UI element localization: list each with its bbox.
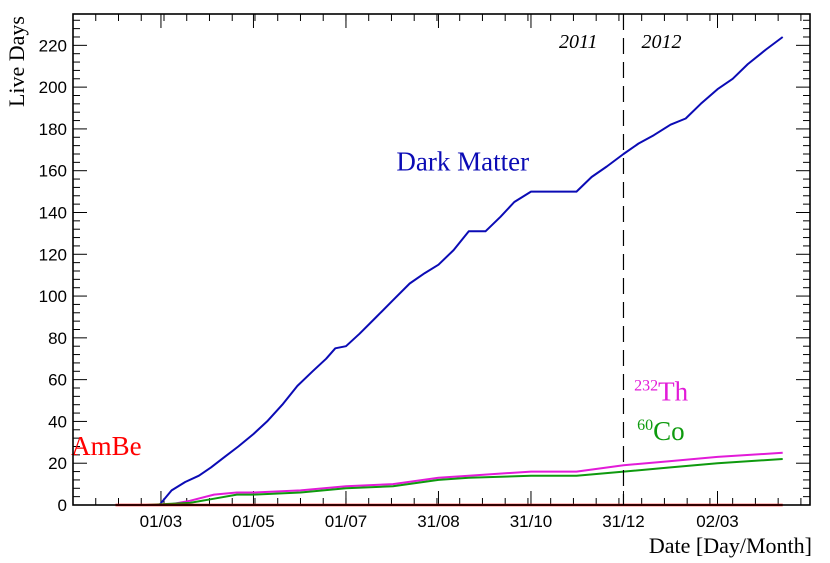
x-tick-label: 01/05 xyxy=(232,512,275,531)
y-tick-label: 100 xyxy=(39,287,67,306)
annotation-co-mass: 60 xyxy=(637,417,653,434)
series-annotations: Dark Matter AmBe 232Th 60Co xyxy=(71,147,688,461)
x-tick-label: 31/10 xyxy=(510,512,553,531)
y-axis-title: Live Days xyxy=(4,16,29,107)
annotation-th: 232Th xyxy=(634,377,688,407)
year-2011-label: 2011 xyxy=(559,31,598,53)
y-tick-label: 0 xyxy=(58,496,67,515)
y-tick-label: 40 xyxy=(48,412,67,431)
x-tick-label: 31/12 xyxy=(602,512,645,531)
year-2012-label: 2012 xyxy=(641,31,681,53)
annotation-ambe: AmBe xyxy=(71,431,142,461)
annotation-co: 60Co xyxy=(637,416,685,446)
year-divider: 2011 2012 xyxy=(559,14,681,505)
annotation-co-element: Co xyxy=(653,416,685,446)
plot-frame xyxy=(72,13,811,506)
annotation-th-mass: 232 xyxy=(634,378,658,395)
annotation-dm: Dark Matter xyxy=(396,147,529,177)
annotation-th-element: Th xyxy=(658,377,688,407)
series-line-dark-matter xyxy=(145,36,784,506)
y-tick-label: 200 xyxy=(39,78,67,97)
y-tick-label: 80 xyxy=(48,329,67,348)
y-tick-label: 60 xyxy=(48,371,67,390)
series-line-60co xyxy=(145,458,783,506)
y-tick-label: 20 xyxy=(48,454,67,473)
x-axis-title: Date [Day/Month] xyxy=(649,533,812,558)
y-tick-label: 180 xyxy=(39,120,67,139)
y-tick-label: 220 xyxy=(39,36,67,55)
x-tick-label: 01/03 xyxy=(140,512,183,531)
x-tick-label: 31/08 xyxy=(417,512,460,531)
y-tick-label: 140 xyxy=(39,203,67,222)
x-tick-label: 02/03 xyxy=(696,512,739,531)
y-tick-label: 120 xyxy=(39,245,67,264)
x-tick-label: 01/07 xyxy=(325,512,368,531)
y-tick-label: 160 xyxy=(39,162,67,181)
series-line-232th xyxy=(145,451,783,506)
